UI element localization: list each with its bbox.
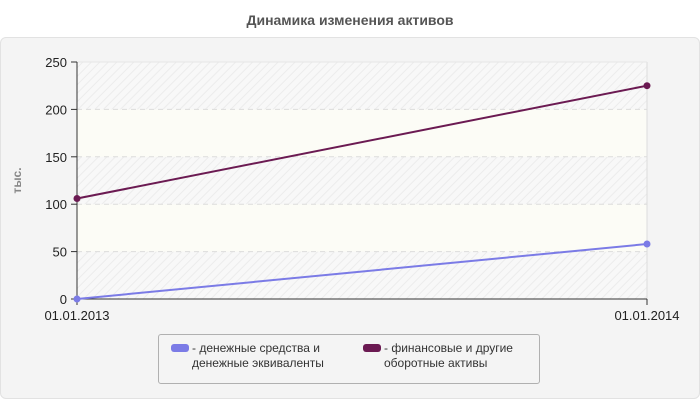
- x-tick-label: 01.01.2013: [44, 308, 109, 323]
- x-tick-label: 01.01.2014: [614, 308, 679, 323]
- y-tick-label: 50: [53, 245, 67, 260]
- plot-band: [77, 251, 647, 299]
- legend-swatch-financial: [363, 344, 381, 352]
- legend-swatch-cash: [171, 344, 189, 352]
- y-tick-label: 150: [45, 150, 67, 165]
- series-line-1: [76, 84, 648, 200]
- plot-band: [77, 62, 647, 110]
- chart-title: Динамика изменения активов: [246, 12, 454, 28]
- plot-band: [77, 204, 647, 252]
- data-point[interactable]: [73, 195, 81, 203]
- y-tick-label: 0: [60, 292, 67, 307]
- legend-item-cash[interactable]: - денежные средства и денежные эквивален…: [171, 341, 324, 371]
- y-tick-label: 250: [45, 55, 67, 70]
- data-point[interactable]: [73, 295, 81, 303]
- plot-band: [77, 109, 647, 157]
- legend-label-financial: - финансовые и другие оборотные активы: [384, 341, 513, 370]
- data-point[interactable]: [643, 82, 651, 90]
- y-axis-label: тыс.: [10, 167, 24, 193]
- y-tick-label: 200: [45, 102, 67, 117]
- y-tick-label: 100: [45, 197, 67, 212]
- plot-band: [77, 156, 647, 205]
- legend: - денежные средства и денежные эквивален…: [158, 334, 540, 384]
- series-line-0: [76, 243, 648, 300]
- legend-label-cash: - денежные средства и денежные эквивален…: [192, 341, 324, 370]
- legend-item-financial[interactable]: - финансовые и другие оборотные активы: [363, 341, 513, 371]
- data-point[interactable]: [643, 240, 651, 248]
